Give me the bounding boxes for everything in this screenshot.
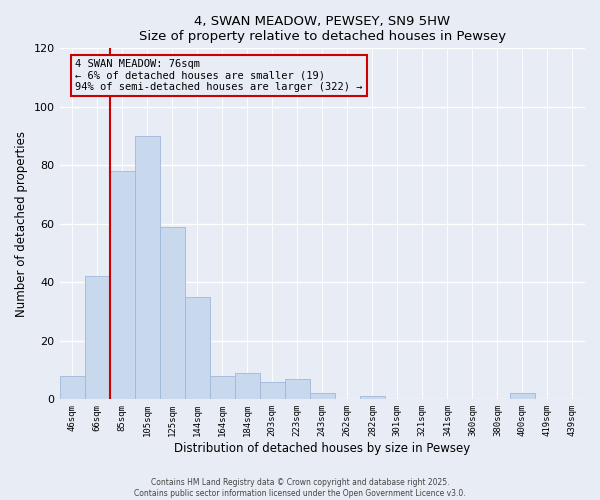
Title: 4, SWAN MEADOW, PEWSEY, SN9 5HW
Size of property relative to detached houses in : 4, SWAN MEADOW, PEWSEY, SN9 5HW Size of … xyxy=(139,15,506,43)
Bar xyxy=(209,376,235,400)
Bar xyxy=(59,376,85,400)
Bar xyxy=(260,382,285,400)
Text: Contains HM Land Registry data © Crown copyright and database right 2025.
Contai: Contains HM Land Registry data © Crown c… xyxy=(134,478,466,498)
Bar xyxy=(360,396,385,400)
Bar xyxy=(285,379,310,400)
Bar xyxy=(160,227,185,400)
X-axis label: Distribution of detached houses by size in Pewsey: Distribution of detached houses by size … xyxy=(174,442,470,455)
Bar xyxy=(110,171,134,400)
Bar xyxy=(235,373,260,400)
Bar xyxy=(185,297,209,400)
Bar xyxy=(85,276,110,400)
Bar xyxy=(510,394,535,400)
Bar xyxy=(134,136,160,400)
Bar xyxy=(310,394,335,400)
Y-axis label: Number of detached properties: Number of detached properties xyxy=(15,131,28,317)
Text: 4 SWAN MEADOW: 76sqm
← 6% of detached houses are smaller (19)
94% of semi-detach: 4 SWAN MEADOW: 76sqm ← 6% of detached ho… xyxy=(76,59,363,92)
